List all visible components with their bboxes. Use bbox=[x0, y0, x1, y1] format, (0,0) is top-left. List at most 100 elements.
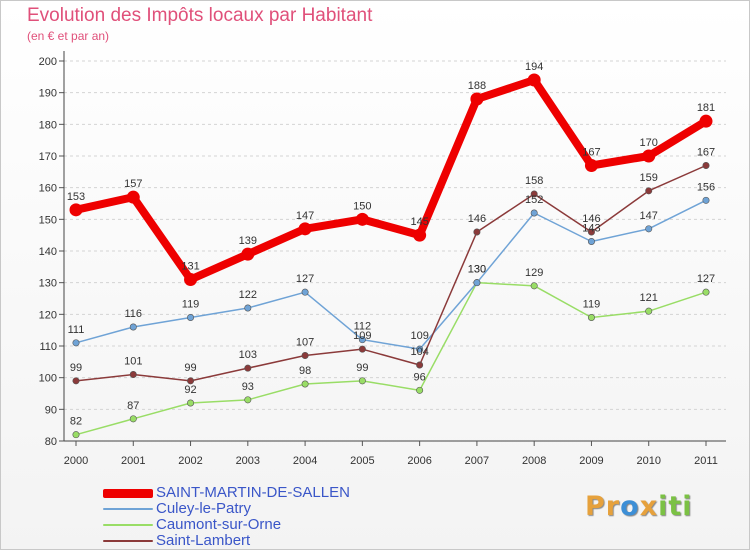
x-tick-label: 2001 bbox=[121, 455, 145, 467]
data-label: 130 bbox=[468, 264, 486, 276]
data-point bbox=[301, 380, 309, 388]
data-point bbox=[241, 247, 255, 261]
legend-label: SAINT-MARTIN-DE-SALLEN bbox=[156, 484, 350, 501]
data-label: 143 bbox=[582, 223, 600, 235]
x-tick-label: 2002 bbox=[178, 455, 202, 467]
data-point bbox=[587, 238, 595, 246]
data-label: 145 bbox=[410, 216, 428, 228]
data-label: 93 bbox=[242, 381, 254, 393]
data-label: 111 bbox=[68, 324, 85, 336]
data-label: 101 bbox=[124, 356, 142, 368]
y-tick-label: 110 bbox=[39, 341, 57, 353]
data-point bbox=[298, 222, 312, 236]
x-tick-label: 2008 bbox=[522, 455, 546, 467]
data-point bbox=[301, 351, 309, 359]
chart-subtitle: (en € et par an) bbox=[27, 29, 110, 43]
data-point bbox=[72, 431, 80, 439]
data-label: 170 bbox=[640, 137, 658, 149]
data-point bbox=[584, 159, 598, 172]
data-point bbox=[129, 370, 137, 378]
data-label: 153 bbox=[67, 191, 85, 203]
x-tick-label: 2011 bbox=[694, 455, 718, 467]
data-point bbox=[530, 282, 538, 290]
logo-letter: P bbox=[585, 491, 606, 522]
logo-letter: r bbox=[605, 491, 621, 522]
data-point bbox=[126, 190, 140, 204]
data-label: 129 bbox=[525, 267, 543, 279]
data-point bbox=[355, 212, 369, 226]
data-point bbox=[473, 228, 481, 236]
y-tick-label: 180 bbox=[39, 119, 57, 131]
series-line bbox=[75, 76, 709, 284]
legend-label: Culey-le-Patry bbox=[156, 500, 252, 517]
data-point bbox=[244, 304, 252, 312]
data-point bbox=[413, 228, 427, 242]
data-label: 127 bbox=[697, 273, 715, 285]
y-tick-label: 150 bbox=[39, 214, 57, 226]
data-point bbox=[702, 162, 710, 170]
data-point bbox=[184, 273, 198, 286]
data-point bbox=[187, 313, 195, 321]
data-point bbox=[358, 336, 366, 344]
data-point bbox=[301, 288, 309, 296]
chart-title: Evolution des Impôts locaux par Habitant bbox=[27, 5, 373, 26]
data-point bbox=[587, 313, 595, 321]
data-label: 167 bbox=[582, 147, 600, 159]
y-tick-label: 90 bbox=[45, 404, 57, 416]
y-tick-label: 140 bbox=[39, 246, 57, 258]
data-label: 146 bbox=[468, 213, 486, 225]
legend-swatch bbox=[103, 540, 153, 542]
data-label: 96 bbox=[414, 371, 426, 383]
data-point bbox=[244, 396, 252, 404]
y-tick-label: 190 bbox=[39, 88, 57, 100]
data-point bbox=[358, 345, 366, 353]
legend-swatch bbox=[103, 488, 153, 498]
proxiti-logo: Proxiti bbox=[585, 491, 693, 522]
series-line bbox=[75, 281, 707, 436]
series-line bbox=[75, 164, 707, 382]
data-label: 147 bbox=[296, 210, 314, 222]
legend-item: Saint-Lambert bbox=[103, 533, 350, 549]
data-point bbox=[187, 399, 195, 407]
data-label: 99 bbox=[70, 362, 82, 374]
data-label: 158 bbox=[525, 175, 543, 187]
data-point bbox=[527, 73, 541, 87]
data-point bbox=[244, 364, 252, 372]
data-label: 103 bbox=[239, 349, 257, 361]
data-label: 99 bbox=[356, 362, 368, 374]
data-label: 112 bbox=[354, 321, 372, 333]
legend-item: Culey-le-Patry bbox=[103, 501, 350, 517]
data-point bbox=[187, 377, 195, 385]
data-label: 131 bbox=[181, 261, 199, 273]
logo-letter: x bbox=[639, 491, 659, 522]
data-label: 147 bbox=[640, 210, 658, 222]
y-tick-label: 100 bbox=[39, 373, 57, 385]
data-point bbox=[358, 377, 366, 385]
data-label: 167 bbox=[697, 147, 715, 159]
x-tick-label: 2004 bbox=[293, 455, 317, 467]
data-point bbox=[530, 190, 538, 198]
x-tick-label: 2006 bbox=[407, 455, 431, 467]
data-label: 127 bbox=[296, 273, 314, 285]
x-tick-label: 2005 bbox=[350, 455, 374, 467]
data-label: 146 bbox=[582, 213, 600, 225]
data-label: 122 bbox=[239, 289, 257, 301]
data-point bbox=[416, 386, 424, 394]
x-tick-label: 2000 bbox=[64, 455, 88, 467]
data-label: 139 bbox=[239, 235, 257, 247]
y-tick-label: 80 bbox=[45, 436, 57, 448]
legend-item: Caumont-sur-Orne bbox=[103, 517, 350, 533]
data-label: 109 bbox=[410, 330, 428, 342]
y-tick-label: 130 bbox=[39, 278, 57, 290]
logo-letter: i bbox=[658, 491, 669, 522]
data-label: 109 bbox=[353, 330, 371, 342]
x-tick-label: 2010 bbox=[636, 455, 660, 467]
data-label: 156 bbox=[697, 181, 715, 193]
data-label: 87 bbox=[127, 400, 139, 412]
data-label: 188 bbox=[468, 80, 486, 92]
y-tick-label: 120 bbox=[39, 309, 57, 321]
data-label: 92 bbox=[184, 384, 196, 396]
data-label: 119 bbox=[583, 299, 601, 311]
data-point bbox=[702, 288, 710, 296]
